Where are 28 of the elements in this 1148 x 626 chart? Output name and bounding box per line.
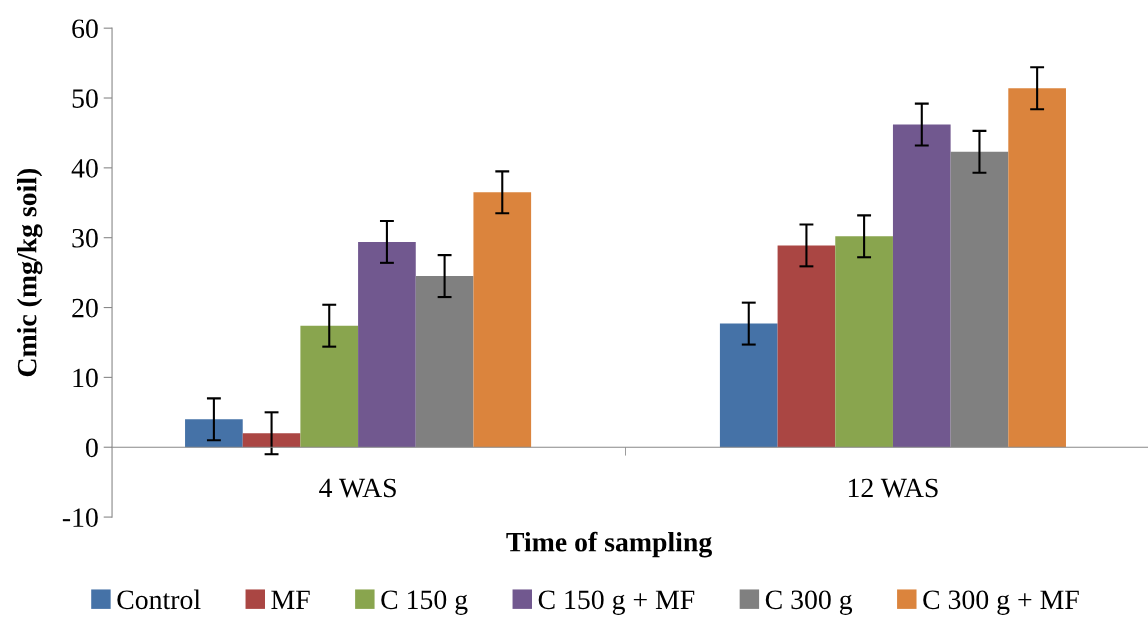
bar	[777, 245, 836, 448]
x-tick-label: 4 WAS	[319, 478, 396, 498]
legend-label: C 150 g + MF	[538, 590, 695, 615]
legend-label: C 300 g + MF	[923, 590, 1079, 615]
y-tick-label: 50	[72, 89, 98, 108]
y-tick-label: 60	[72, 19, 98, 39]
x-tick-label: 12 WAS	[848, 478, 938, 498]
y-tick-label: -10	[62, 508, 98, 527]
bar	[185, 419, 243, 448]
bar	[835, 236, 893, 448]
legend-label: MF	[271, 590, 310, 609]
y-tick-label: 20	[72, 298, 98, 318]
bar	[892, 124, 951, 448]
bar	[300, 325, 359, 448]
legend-label: C 150 g	[381, 590, 468, 615]
bar	[1008, 88, 1066, 448]
y-tick-label: 30	[72, 228, 98, 248]
legend-label: Control	[117, 589, 201, 610]
y-axis-title: Cmic (mg/kg soil)	[16, 168, 43, 377]
bar	[358, 241, 416, 448]
y-tick-label: 40	[71, 159, 98, 178]
y-tick-label: 10	[73, 368, 98, 388]
x-axis-title: Time of sampling	[506, 531, 712, 558]
legend-label: C 300 g	[765, 590, 853, 615]
bar	[719, 323, 778, 448]
y-tick-label: 0	[86, 438, 98, 458]
bar	[242, 433, 301, 448]
bar	[473, 192, 532, 448]
